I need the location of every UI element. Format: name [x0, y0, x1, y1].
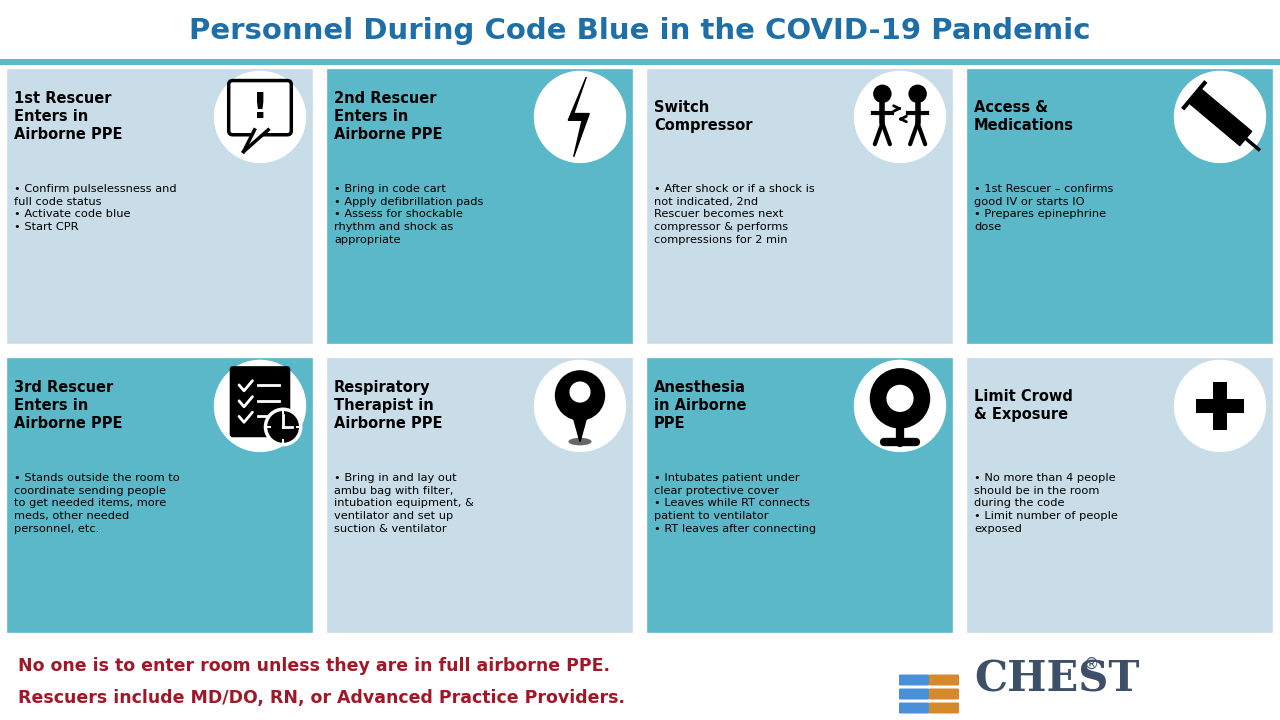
Text: • Confirm pulselessness and
full code status
• Activate code blue
• Start CPR: • Confirm pulselessness and full code st… — [14, 184, 177, 233]
Text: 1st Rescuer
Enters in
Airborne PPE: 1st Rescuer Enters in Airborne PPE — [14, 91, 123, 143]
Polygon shape — [243, 130, 269, 152]
FancyBboxPatch shape — [929, 688, 959, 700]
Polygon shape — [568, 77, 589, 157]
Text: Rescuers include MD/DO, RN, or Advanced Practice Providers.: Rescuers include MD/DO, RN, or Advanced … — [18, 688, 625, 706]
FancyBboxPatch shape — [323, 65, 637, 348]
FancyBboxPatch shape — [0, 640, 1280, 720]
Text: CHEST: CHEST — [974, 659, 1139, 701]
Circle shape — [873, 84, 892, 103]
FancyBboxPatch shape — [1212, 382, 1228, 430]
Ellipse shape — [1174, 360, 1266, 452]
Ellipse shape — [1174, 71, 1266, 163]
Text: • Intubates patient under
clear protective cover
• Leaves while RT connects
pati: • Intubates patient under clear protecti… — [654, 473, 817, 534]
Ellipse shape — [214, 360, 306, 452]
FancyBboxPatch shape — [1196, 399, 1244, 413]
FancyBboxPatch shape — [3, 354, 317, 637]
FancyBboxPatch shape — [0, 0, 1280, 62]
Ellipse shape — [534, 360, 626, 452]
Polygon shape — [1188, 89, 1252, 145]
FancyBboxPatch shape — [0, 59, 1280, 65]
Text: • Stands outside the room to
coordinate sending people
to get needed items, more: • Stands outside the room to coordinate … — [14, 473, 179, 534]
Ellipse shape — [854, 360, 946, 452]
FancyBboxPatch shape — [323, 354, 637, 637]
Text: 3rd Rescuer
Enters in
Airborne PPE: 3rd Rescuer Enters in Airborne PPE — [14, 380, 123, 431]
Text: • Bring in code cart
• Apply defibrillation pads
• Assess for shockable
rhythm a: • Bring in code cart • Apply defibrillat… — [334, 184, 484, 245]
Circle shape — [909, 84, 927, 103]
Text: Anesthesia
in Airborne
PPE: Anesthesia in Airborne PPE — [654, 380, 746, 431]
Circle shape — [554, 370, 605, 420]
FancyBboxPatch shape — [229, 81, 292, 135]
FancyBboxPatch shape — [929, 675, 959, 685]
Ellipse shape — [854, 71, 946, 163]
Circle shape — [886, 384, 914, 412]
Ellipse shape — [214, 71, 306, 163]
Text: No one is to enter room unless they are in full airborne PPE.: No one is to enter room unless they are … — [18, 657, 611, 675]
FancyBboxPatch shape — [963, 65, 1277, 348]
Text: Limit Crowd
& Exposure: Limit Crowd & Exposure — [974, 390, 1073, 423]
Ellipse shape — [534, 71, 626, 163]
Text: • After shock or if a shock is
not indicated, 2nd
Rescuer becomes next
compresso: • After shock or if a shock is not indic… — [654, 184, 815, 245]
FancyBboxPatch shape — [929, 703, 959, 714]
Text: !: ! — [252, 91, 269, 125]
FancyBboxPatch shape — [3, 65, 317, 348]
FancyBboxPatch shape — [643, 65, 957, 348]
Circle shape — [265, 409, 301, 444]
Text: 2nd Rescuer
Enters in
Airborne PPE: 2nd Rescuer Enters in Airborne PPE — [334, 91, 443, 143]
Circle shape — [570, 382, 590, 402]
FancyBboxPatch shape — [899, 688, 929, 700]
FancyBboxPatch shape — [643, 354, 957, 637]
Text: Personnel During Code Blue in the COVID-19 Pandemic: Personnel During Code Blue in the COVID-… — [189, 17, 1091, 45]
Circle shape — [870, 368, 931, 428]
Text: • No more than 4 people
should be in the room
during the code
• Limit number of : • No more than 4 people should be in the… — [974, 473, 1117, 534]
Text: Access &
Medications: Access & Medications — [974, 100, 1074, 133]
Text: Respiratory
Therapist in
Airborne PPE: Respiratory Therapist in Airborne PPE — [334, 380, 443, 431]
FancyBboxPatch shape — [963, 354, 1277, 637]
FancyBboxPatch shape — [899, 675, 929, 685]
Text: ®: ® — [1084, 657, 1100, 672]
FancyBboxPatch shape — [229, 366, 291, 437]
Ellipse shape — [568, 438, 591, 446]
Text: • Bring in and lay out
ambu bag with filter,
intubation equipment, &
ventilator : • Bring in and lay out ambu bag with fil… — [334, 473, 474, 534]
FancyBboxPatch shape — [899, 703, 929, 714]
Text: • 1st Rescuer – confirms
good IV or starts IO
• Prepares epinephrine
dose: • 1st Rescuer – confirms good IV or star… — [974, 184, 1114, 233]
Polygon shape — [568, 400, 591, 441]
Text: Switch
Compressor: Switch Compressor — [654, 100, 753, 133]
